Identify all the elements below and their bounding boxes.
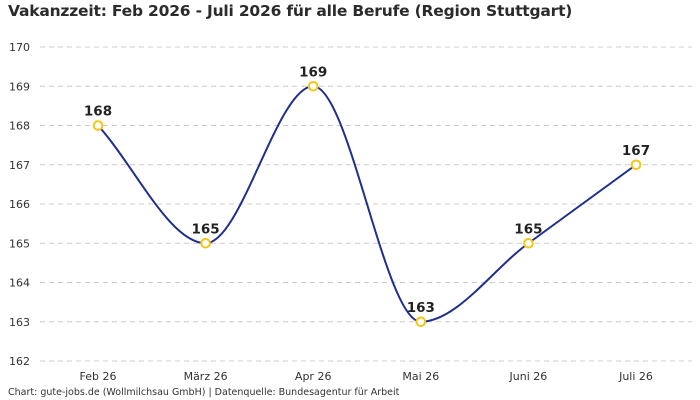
- data-label: 167: [622, 143, 650, 159]
- chart-source-note: Chart: gute-jobs.de (Wollmilchsau GmbH) …: [8, 387, 400, 398]
- data-point: [630, 159, 642, 171]
- data-point: [92, 120, 104, 131]
- y-tick-label: 170: [9, 41, 30, 54]
- data-label: 169: [299, 64, 327, 80]
- data-label: 165: [192, 221, 220, 237]
- y-tick-label: 167: [9, 159, 30, 172]
- x-tick-label: Feb 26: [80, 370, 117, 383]
- data-point: [200, 237, 211, 249]
- data-label: 165: [514, 221, 542, 237]
- y-tick-label: 164: [9, 277, 30, 290]
- data-label: 163: [407, 300, 435, 316]
- y-tick-label: 163: [9, 316, 30, 329]
- x-tick-label: Mai 26: [402, 370, 439, 383]
- data-label: 168: [84, 104, 112, 120]
- y-tick-label: 166: [9, 198, 30, 211]
- x-tick-label: Juni 26: [509, 370, 548, 383]
- x-tick-label: Juli 26: [618, 370, 653, 383]
- y-tick-label: 169: [9, 80, 30, 93]
- data-point: [523, 237, 534, 249]
- data-point: [415, 316, 427, 328]
- x-tick-label: März 26: [184, 370, 228, 383]
- data-labels: 168 165 169 163 165 167: [84, 64, 650, 316]
- data-point: [307, 80, 319, 92]
- y-axis-tick-labels: 162 163 164 165 166 167 168 169 170: [9, 41, 30, 368]
- y-tick-label: 162: [9, 355, 30, 368]
- x-axis-tick-labels: Feb 26 März 26 Apr 26 Mai 26 Juni 26 Juli 26: [80, 370, 653, 383]
- chart-title: Vakanzzeit: Feb 2026 - Juli 2026 für all…: [8, 2, 573, 20]
- data-points: [92, 80, 642, 328]
- y-tick-label: 168: [9, 120, 30, 133]
- x-tick-label: Apr 26: [295, 370, 332, 383]
- y-tick-label: 165: [9, 237, 30, 250]
